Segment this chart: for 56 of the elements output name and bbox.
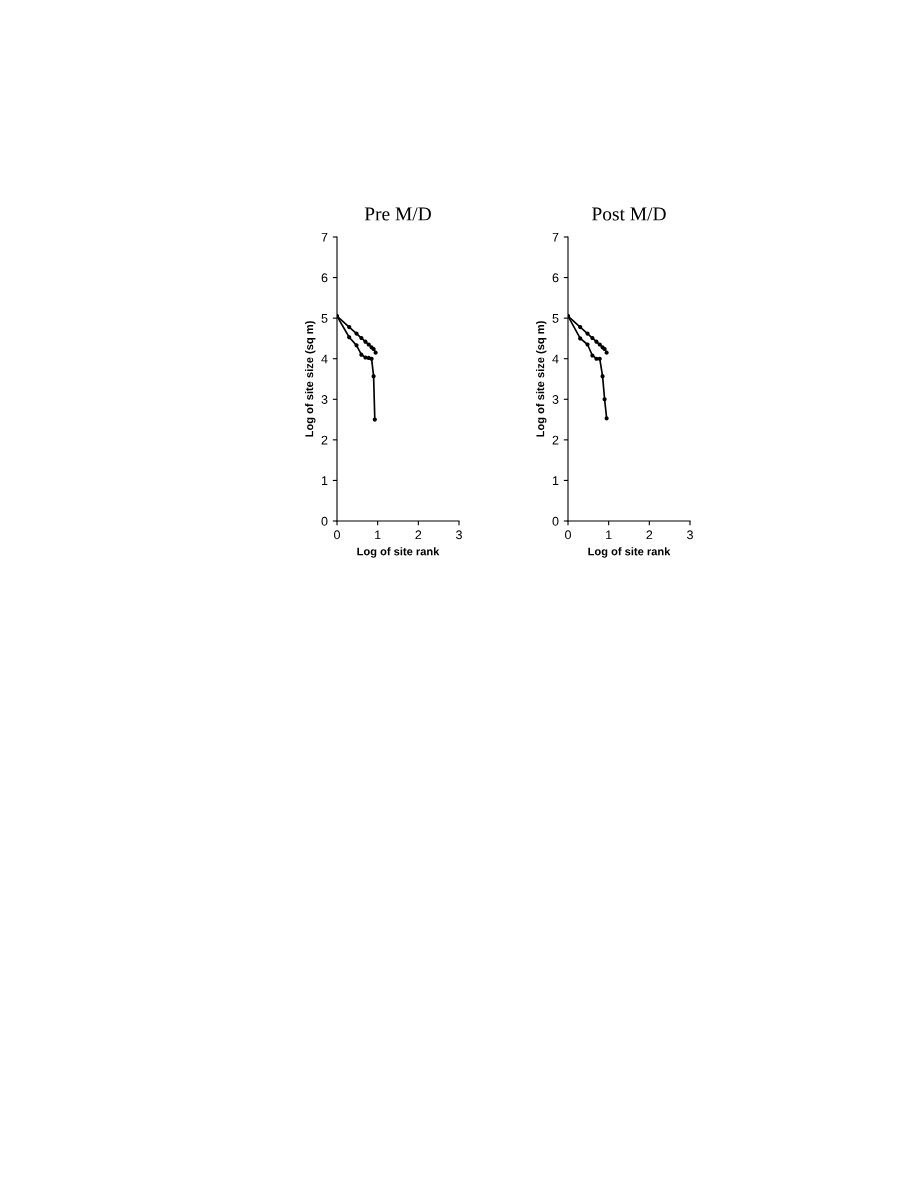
point: [604, 350, 609, 355]
chart-title: Pre M/D: [364, 207, 431, 221]
y-tick-label: 1: [321, 476, 328, 485]
y-tick-label: 4: [321, 354, 328, 364]
y-tick-label: 7: [321, 232, 328, 242]
point: [600, 374, 605, 379]
point: [602, 397, 607, 402]
y-tick-label: 5: [321, 314, 328, 323]
y-tick-label: 3: [321, 395, 328, 404]
point: [359, 352, 364, 357]
x-tick-label: 2: [646, 530, 653, 540]
x-tick-label: 3: [456, 530, 462, 540]
point: [347, 324, 352, 330]
y-tick-label: 2: [552, 435, 559, 445]
point: [363, 355, 368, 360]
y-tick-label: 1: [552, 476, 559, 485]
x-tick-label: 0: [334, 530, 340, 540]
y-axis-title: Log of site size (sq m): [305, 321, 316, 437]
y-tick-label: 5: [552, 314, 559, 323]
y-tick-label: 2: [321, 435, 328, 445]
point: [354, 331, 359, 336]
point: [369, 356, 374, 361]
x-tick-label: 1: [375, 530, 381, 540]
point: [363, 339, 368, 344]
point: [604, 416, 609, 421]
point: [597, 356, 602, 361]
y-axis-title: Log of site size (sq m): [536, 321, 547, 437]
point: [372, 417, 377, 422]
point: [366, 355, 371, 360]
y-tick-label: 7: [552, 232, 559, 242]
y-tick-label: 6: [552, 273, 559, 283]
point: [373, 350, 378, 355]
point: [347, 335, 352, 340]
point: [578, 324, 583, 330]
x-tick-label: 2: [415, 530, 422, 540]
y-tick-label: 0: [552, 516, 559, 526]
x-tick-label: 3: [687, 530, 693, 540]
x-axis-title: Log of site rank: [357, 547, 440, 558]
point: [578, 336, 583, 341]
y-tick-label: 4: [552, 354, 559, 364]
point: [590, 353, 595, 358]
point: [359, 335, 364, 341]
point: [585, 342, 590, 347]
chart-title: Post M/D: [592, 207, 666, 221]
point: [594, 356, 599, 361]
y-tick-label: 3: [552, 395, 559, 404]
point: [594, 339, 599, 344]
y-tick-label: 6: [321, 273, 328, 283]
x-tick-label: 0: [565, 530, 571, 540]
point: [590, 335, 595, 341]
point: [354, 343, 359, 348]
point: [585, 331, 590, 336]
x-tick-label: 1: [606, 530, 612, 540]
y-tick-label: 0: [321, 516, 328, 526]
x-axis-title: Log of site rank: [588, 547, 671, 558]
point: [371, 374, 376, 379]
